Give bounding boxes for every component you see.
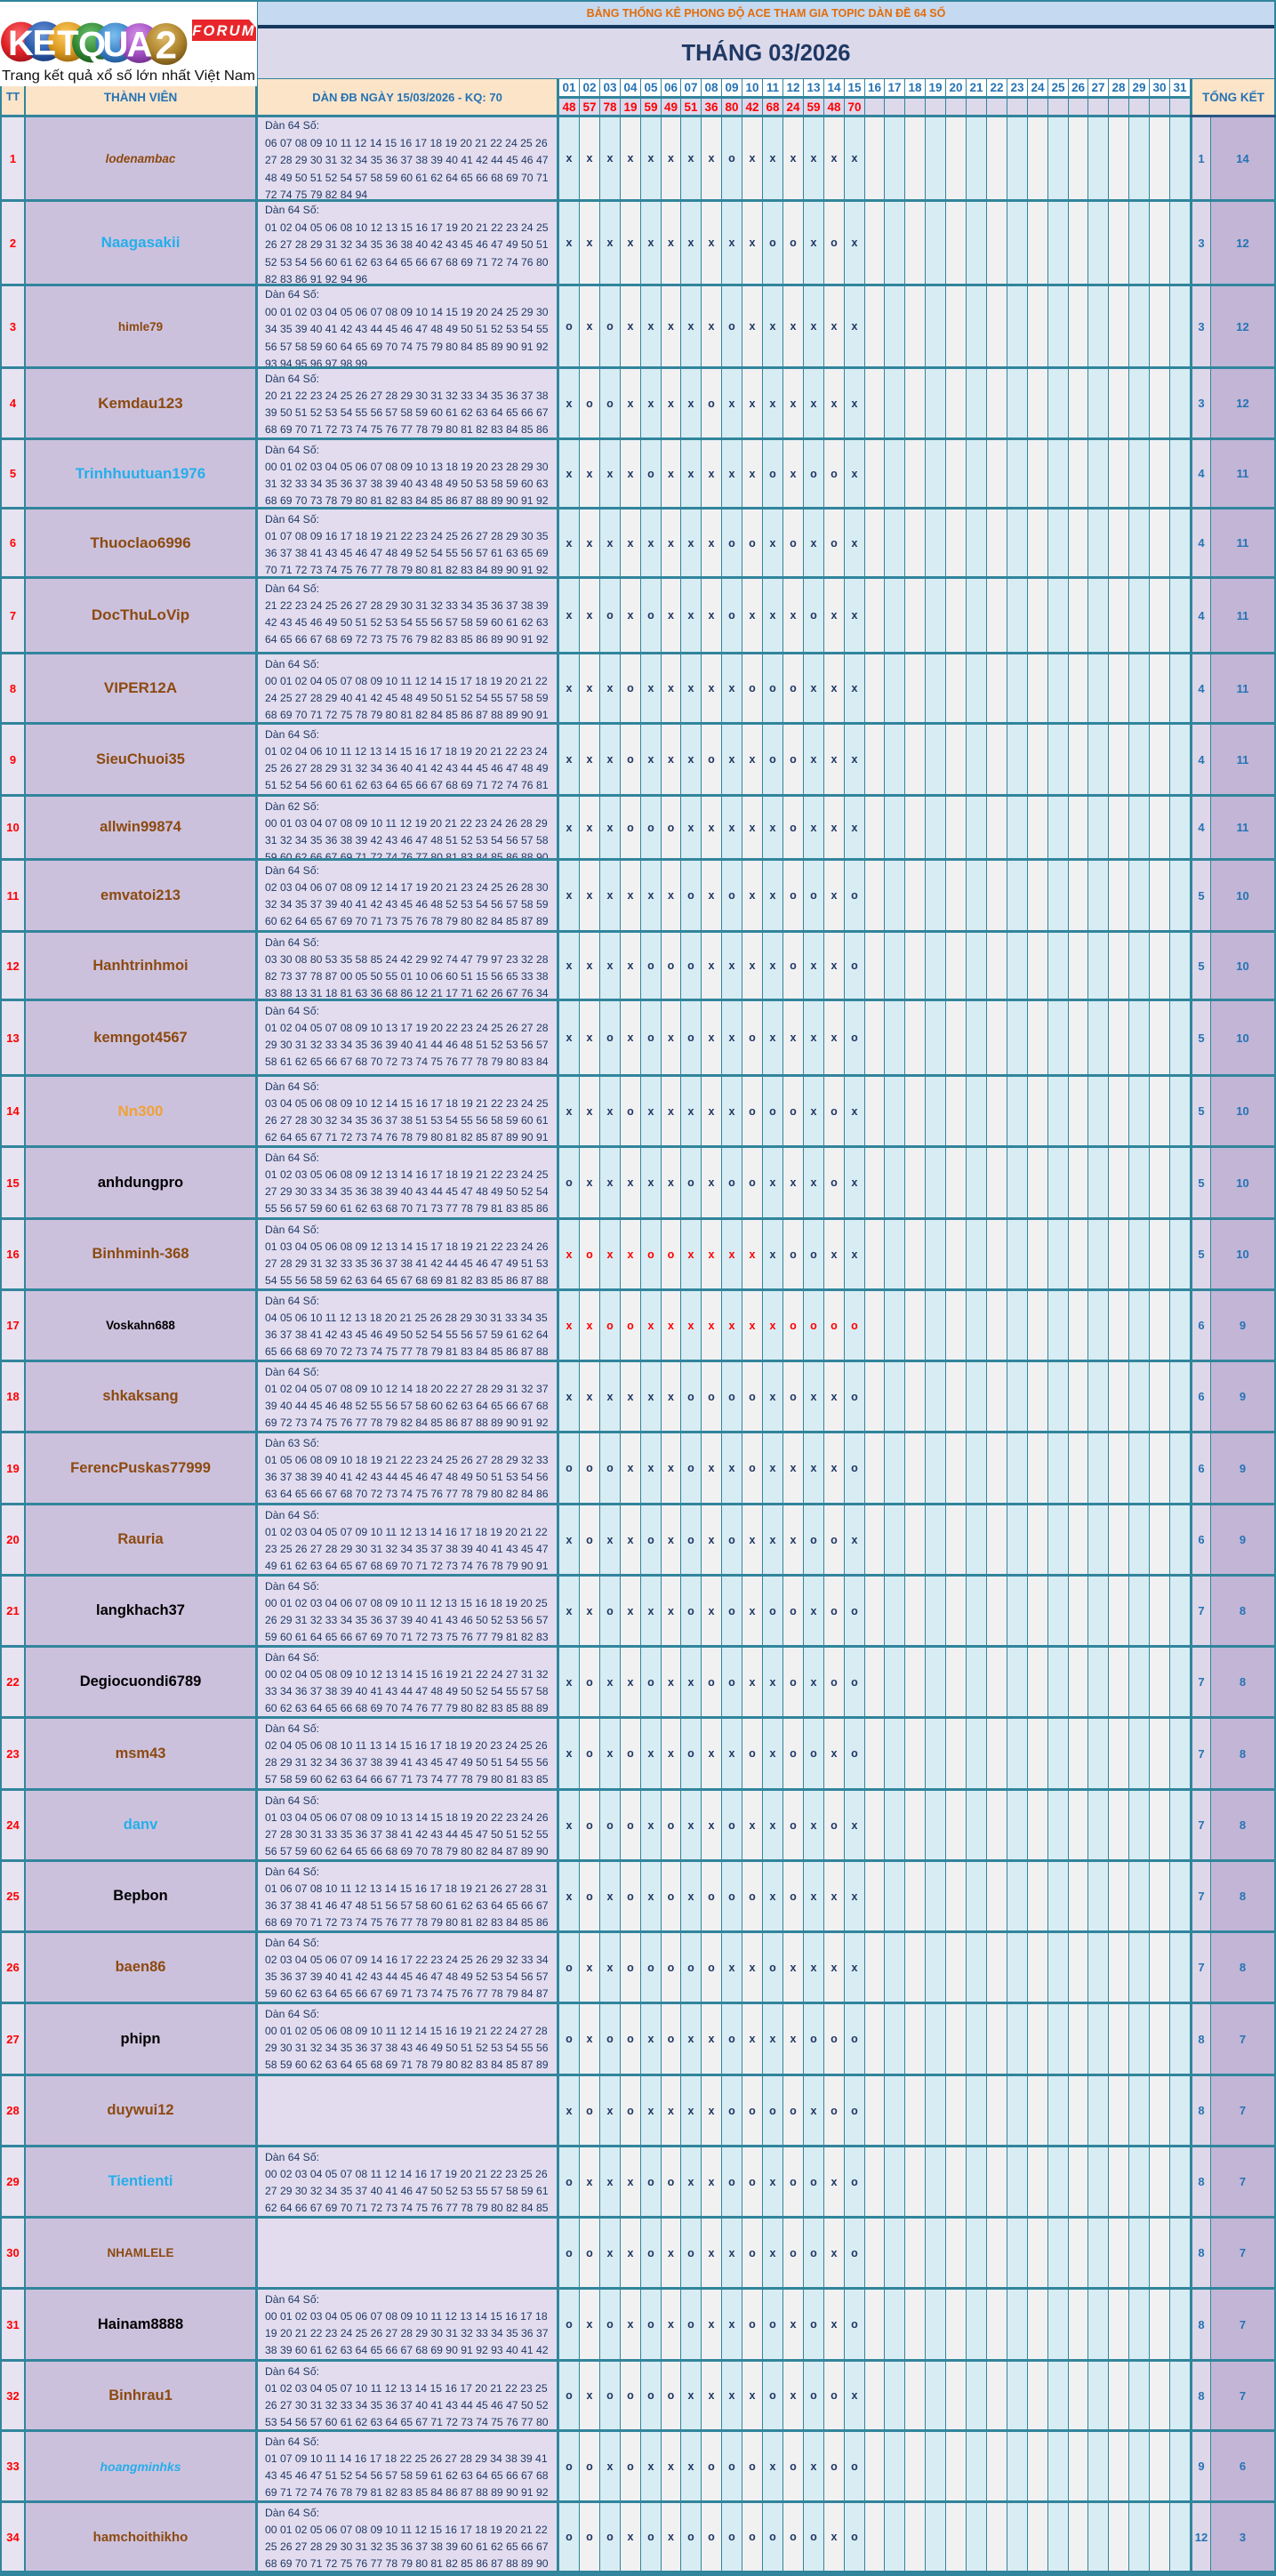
svg-text:Q: Q [78,25,106,64]
svg-text:K: K [8,24,34,63]
svg-text:2: 2 [156,24,177,68]
svg-text:U: U [103,25,129,64]
svg-text:A: A [127,26,153,65]
svg-text:Trang kết quả xổ số lớn nhất V: Trang kết quả xổ số lớn nhất Việt Nam [2,68,255,84]
svg-text:T: T [57,24,78,63]
svg-text:E: E [32,24,56,63]
svg-text:FORUM: FORUM [192,23,256,39]
